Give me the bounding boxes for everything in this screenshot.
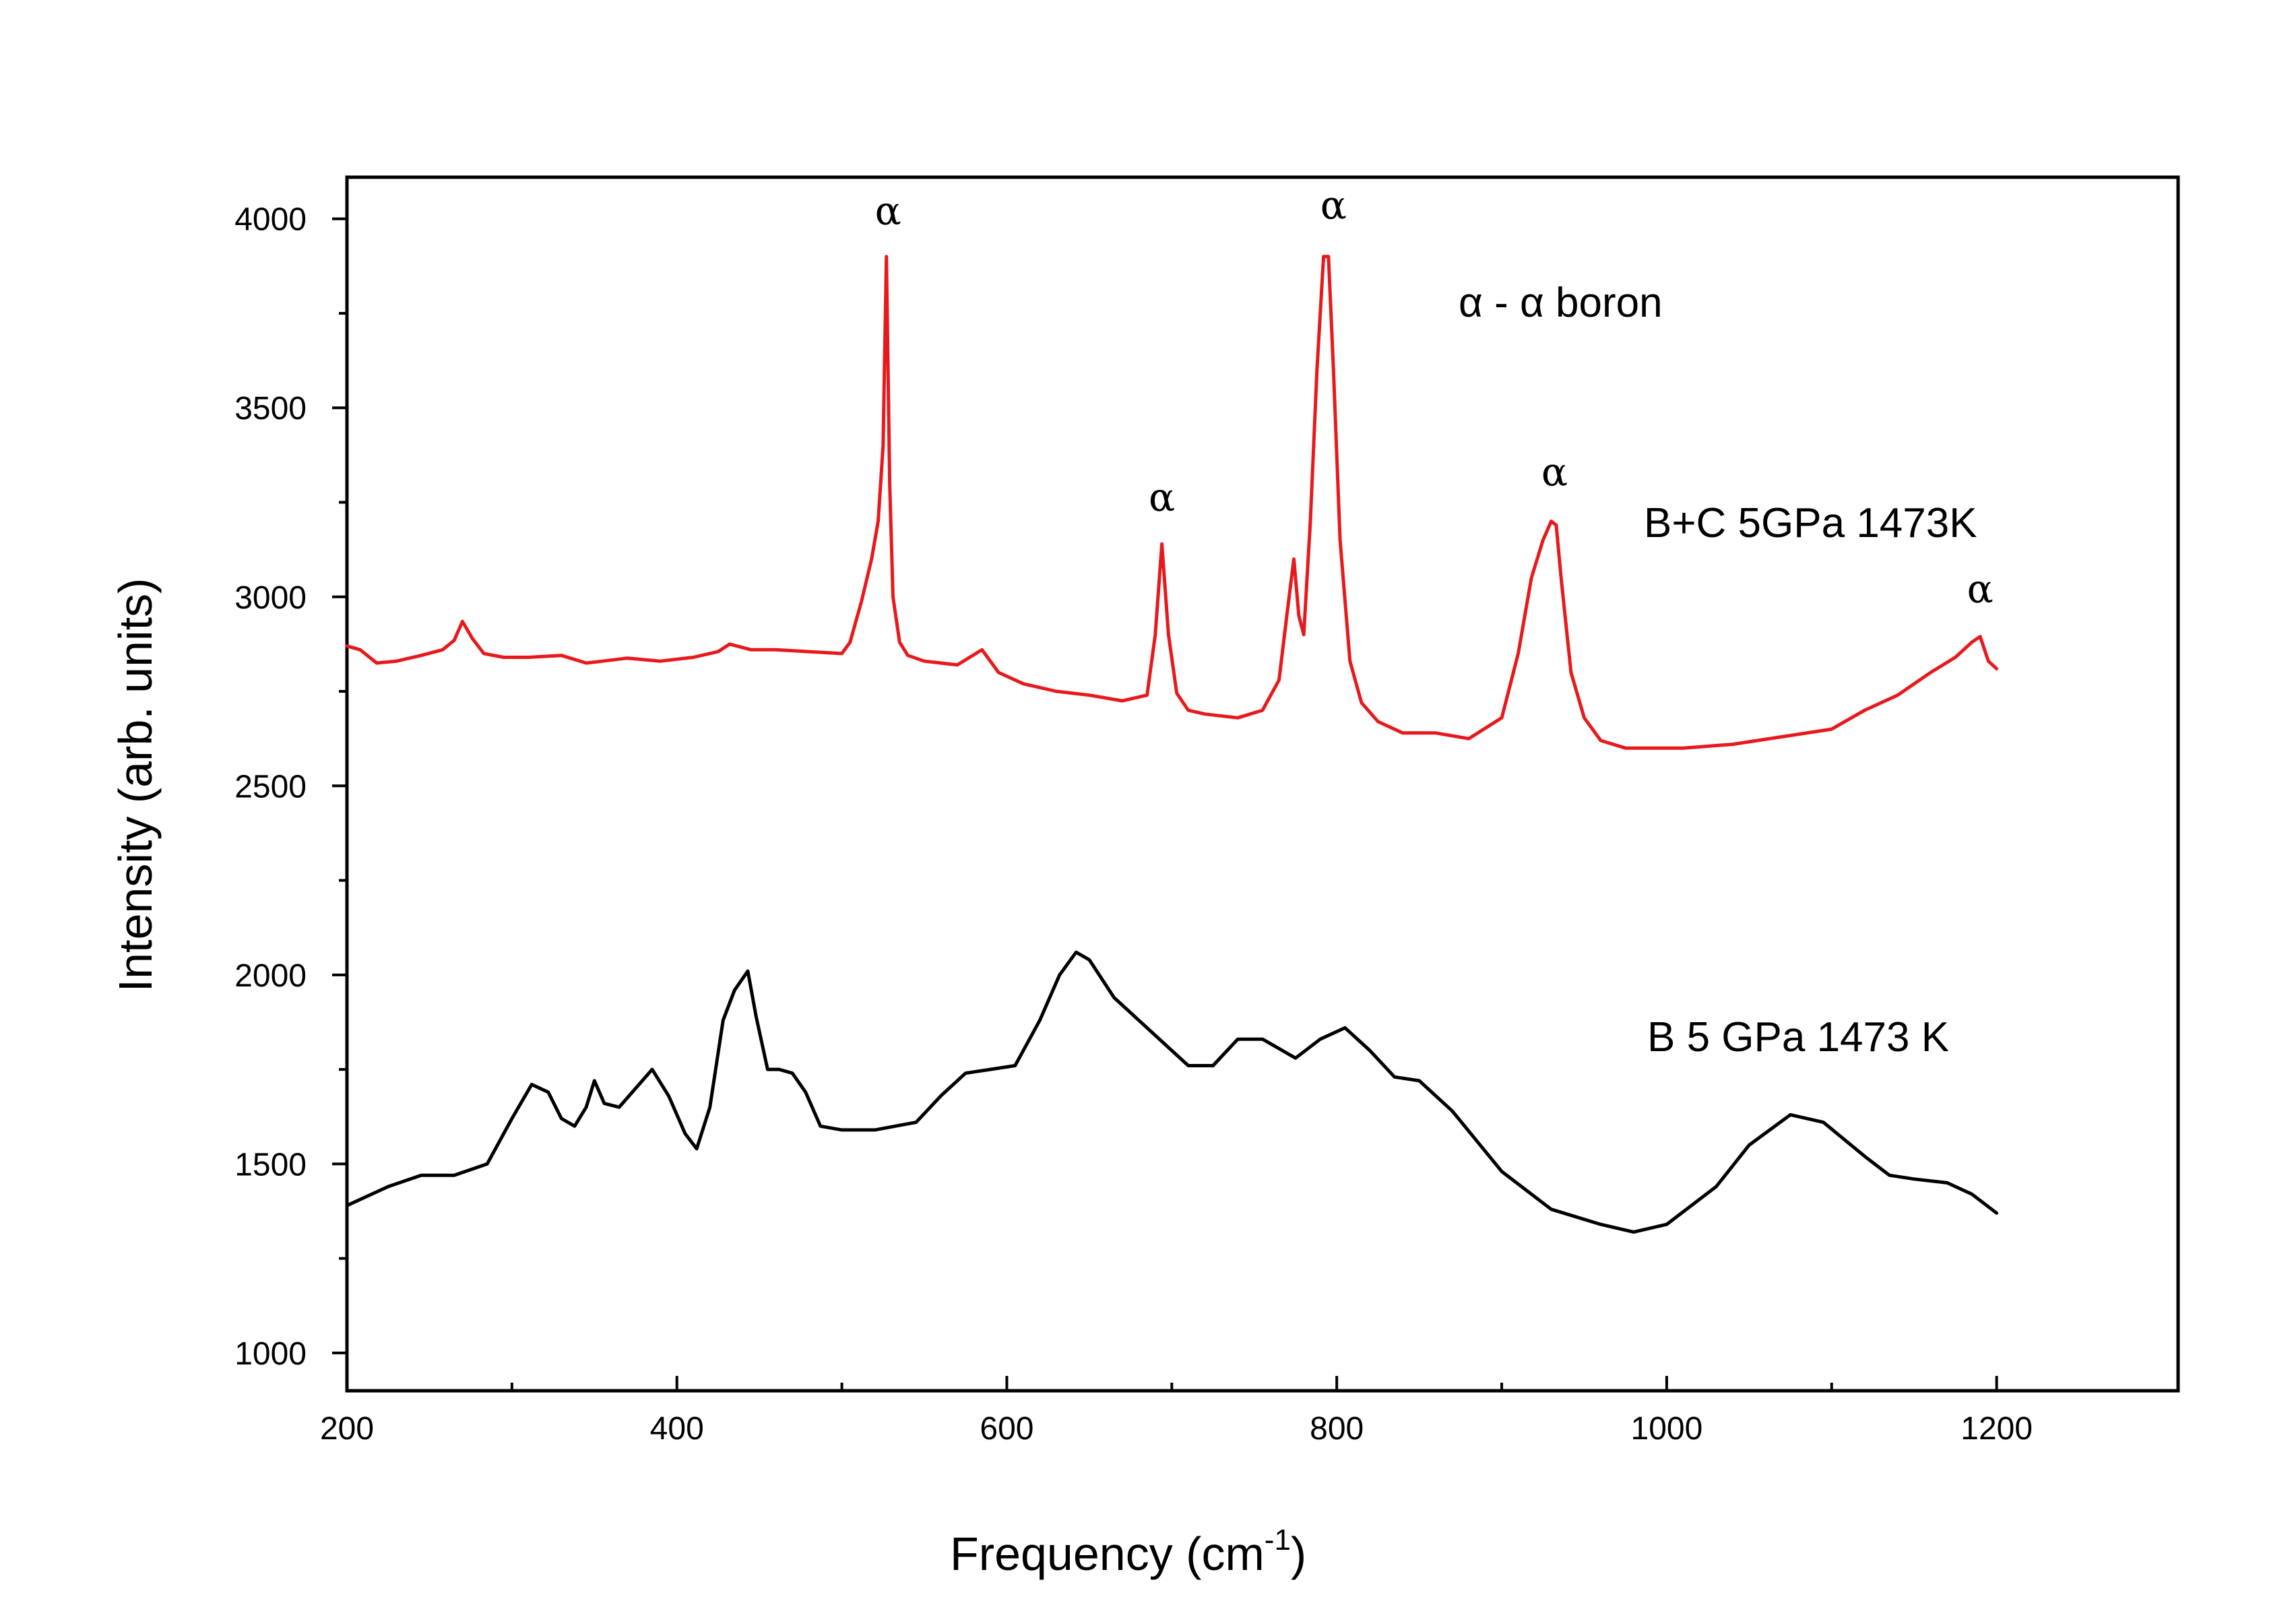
x-tick-label: 1200 [1960, 1411, 2033, 1447]
y-tick-label: 1500 [234, 1147, 307, 1183]
x-tick-label: 800 [1310, 1411, 1364, 1447]
series-line-b [345, 950, 1999, 1234]
x-axis-title-main: Frequency (cm [950, 1528, 1265, 1580]
peak-markers: α α α α α [875, 183, 1994, 612]
y-tick-label: 1000 [234, 1336, 307, 1372]
x-axis-title: Frequency (cm-1) [950, 1523, 1306, 1580]
peak-marker-alpha: α [1149, 474, 1175, 520]
x-tick-label: 200 [320, 1411, 374, 1447]
peak-marker-alpha: α [1320, 183, 1347, 228]
x-tick-label: 400 [650, 1411, 704, 1447]
x-axis-title-sup: -1 [1265, 1523, 1291, 1557]
y-tick-label: 3000 [234, 580, 307, 616]
plot-frame [345, 175, 2180, 1393]
legend-note: α - α boron [1459, 280, 1663, 326]
series-label-bc: B+C 5GPa 1473K [1644, 500, 1977, 546]
y-tick-label: 3500 [234, 391, 307, 427]
peak-marker-alpha: α [1541, 449, 1568, 495]
y-tick-label: 2500 [234, 769, 307, 805]
peak-marker-alpha: α [875, 188, 901, 234]
y-tick-label: 4000 [234, 202, 307, 238]
series-label-b: B 5 GPa 1473 K [1647, 1014, 1949, 1061]
x-axis-title-close: ) [1291, 1528, 1306, 1580]
y-axis-title: Intensity (arb. units) [109, 578, 162, 993]
series-line-bc [345, 255, 1999, 750]
y-axis-ticks: 1000 1500 2000 2500 3000 3500 4000 [234, 202, 347, 1372]
peak-marker-alpha: α [1967, 566, 1994, 612]
x-tick-label: 1000 [1631, 1411, 1703, 1447]
y-tick-label: 2000 [234, 958, 307, 994]
x-axis-ticks: 200 400 600 800 1000 1200 [320, 1376, 2033, 1447]
x-tick-label: 600 [980, 1411, 1033, 1447]
series-layer [345, 255, 1999, 1234]
